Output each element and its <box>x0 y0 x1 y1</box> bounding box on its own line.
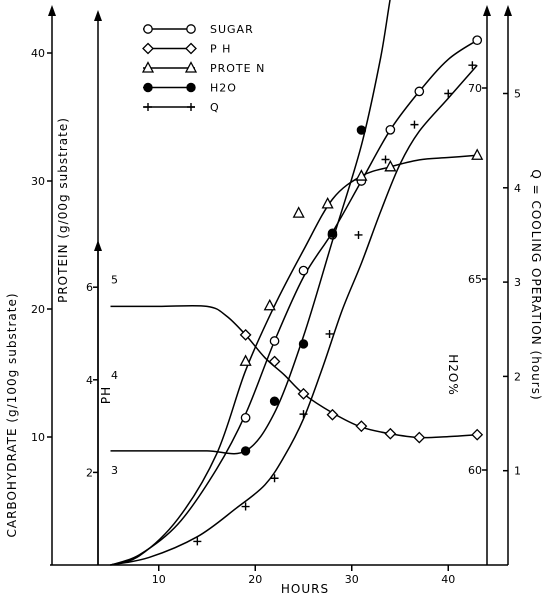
data-point-q <box>444 89 453 98</box>
legend-marker <box>184 61 198 73</box>
data-point-prote-n <box>239 354 252 366</box>
legend-marker <box>144 103 152 111</box>
data-point-p-h <box>355 420 368 433</box>
legend-marker <box>143 82 153 93</box>
carbohydrate-axis-label: CARBOHYDRATE (g/100g substrate) <box>5 292 19 537</box>
protein-axis-arrow <box>94 10 102 21</box>
series-line-q <box>110 64 478 566</box>
q-tick-label: 4 <box>514 182 521 195</box>
q-tick-label: 1 <box>514 465 521 478</box>
legend-label: P H <box>210 43 231 56</box>
carb-axis-arrow <box>48 5 56 16</box>
data-point-p-h <box>326 408 339 421</box>
legend: SUGAR P H PROTE N H2O Q <box>141 23 265 114</box>
data-point-prote-n <box>321 196 334 209</box>
data-point-prote-n <box>263 298 276 311</box>
data-point-p-h <box>268 355 281 368</box>
protein-axis-label: PROTEIN (g/00g substrate) <box>56 117 70 303</box>
legend-label: H2O <box>210 82 237 95</box>
h2o-axis-arrow <box>483 5 491 16</box>
x-tick-label: 40 <box>441 573 455 586</box>
data-point-q <box>270 474 279 483</box>
axes-layer: 10203040102030402463456065707512345 <box>31 5 521 586</box>
data-point-sugar <box>240 412 251 423</box>
h2o-axis-label: H2O% <box>446 354 460 396</box>
q-tick-label: 3 <box>514 276 521 289</box>
data-point-sugar <box>298 265 309 276</box>
data-point-sugar <box>385 124 396 135</box>
h2o-tick-label: 65 <box>468 273 482 286</box>
data-point-prote-n <box>355 169 368 181</box>
data-point-p-h <box>239 328 252 341</box>
data-point-q <box>410 120 419 129</box>
h2o-tick-label: 60 <box>468 464 482 477</box>
data-point-q <box>241 502 250 511</box>
data-point-h2o <box>240 446 251 456</box>
x-tick-label: 30 <box>345 573 359 586</box>
data-point-sugar <box>269 336 280 346</box>
legend-marker <box>141 61 155 73</box>
data-point-sugar <box>414 86 425 97</box>
series-layer <box>110 0 484 566</box>
legend-marker <box>142 42 154 55</box>
data-point-prote-n <box>292 206 305 218</box>
labels-layer: HOURS CARBOHYDRATE (g/100g substrate) PR… <box>5 117 543 596</box>
protein-tick-label: 6 <box>86 281 93 294</box>
legend-label: Q <box>210 101 220 114</box>
legend-marker <box>185 42 197 55</box>
legend-marker <box>187 103 195 111</box>
q-axis-arrow <box>504 5 512 16</box>
ph-axis-arrow <box>94 240 102 251</box>
h2o-tick-label: 70 <box>468 82 482 95</box>
ph-tick-label: 3 <box>111 464 118 477</box>
data-point-prote-n <box>471 148 484 160</box>
legend-marker <box>186 82 196 93</box>
carb-tick-label: 20 <box>31 303 45 316</box>
legend-label: PROTE N <box>210 62 265 75</box>
q-tick-label: 2 <box>514 370 521 383</box>
ph-axis-label: PH <box>99 386 113 404</box>
legend-marker <box>143 24 153 34</box>
protein-tick-label: 4 <box>86 374 93 387</box>
legend-label: SUGAR <box>210 23 254 36</box>
data-point-h2o <box>356 125 367 135</box>
series-line-p-h <box>110 304 478 439</box>
q-axis-label: Q = COOLING OPERATION (hours) <box>529 169 543 400</box>
protein-tick-label: 2 <box>86 466 93 479</box>
series-line-sugar <box>110 39 478 566</box>
data-point-p-h <box>413 431 426 444</box>
data-point-q <box>468 61 477 70</box>
data-point-p-h <box>297 387 310 400</box>
data-point-p-h <box>471 428 484 441</box>
series-line-h2o <box>110 0 391 455</box>
data-point-h2o <box>269 396 280 406</box>
data-point-sugar <box>472 35 483 46</box>
legend-marker <box>186 24 196 34</box>
data-point-prote-n <box>384 159 397 172</box>
ph-tick-label: 5 <box>111 274 118 287</box>
x-axis-label: HOURS <box>281 582 329 596</box>
data-point-q <box>325 329 334 338</box>
data-point-q <box>381 155 390 164</box>
data-point-p-h <box>384 427 397 440</box>
carb-tick-label: 10 <box>31 431 45 444</box>
x-tick-label: 10 <box>152 573 166 586</box>
carb-tick-label: 40 <box>31 47 45 60</box>
data-point-h2o <box>327 228 338 238</box>
data-point-h2o <box>298 339 309 349</box>
data-point-q <box>299 410 308 419</box>
carb-tick-label: 30 <box>31 175 45 188</box>
series-line-prote-n <box>110 154 478 566</box>
data-point-q <box>354 230 363 239</box>
data-point-q <box>193 537 202 546</box>
q-tick-label: 5 <box>514 88 521 101</box>
x-tick-label: 20 <box>248 573 262 586</box>
ph-tick-label: 4 <box>111 369 118 382</box>
